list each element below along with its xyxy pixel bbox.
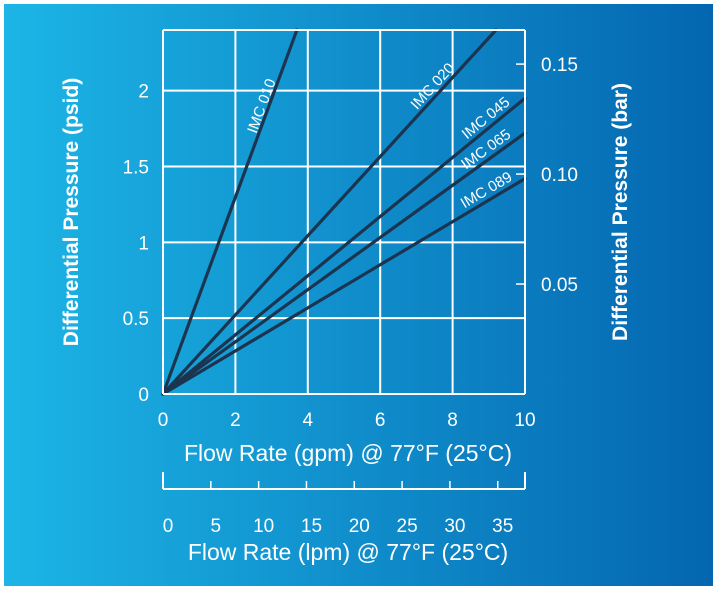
series-line — [161, 131, 527, 396]
grid-layer — [163, 30, 525, 394]
series-line — [161, 28, 498, 396]
y-axis-title: Differential Pressure (psid) — [60, 78, 83, 346]
y2-tick-label: 0.10 — [541, 165, 578, 186]
frame-layer — [162, 29, 526, 490]
x2-tick-label: 5 — [211, 516, 222, 537]
y-tick-label: 0.5 — [123, 309, 149, 330]
y-tick-label: 2 — [138, 82, 149, 103]
x-tick-label: 4 — [303, 410, 314, 431]
y2-tick-label: 0.05 — [541, 275, 578, 296]
series-line — [161, 28, 299, 396]
x-tick-label: 6 — [375, 410, 386, 431]
x-axis-title: Flow Rate (gpm) @ 77°F (25°C) — [184, 440, 512, 466]
x-tick-label: 10 — [514, 410, 535, 431]
series-line — [161, 96, 527, 396]
x-tick-label: 0 — [158, 410, 169, 431]
y-tick-label: 0 — [138, 385, 149, 406]
x2-tick-label: 10 — [253, 516, 274, 537]
x2-tick-label: 25 — [397, 516, 418, 537]
x2-tick-label: 30 — [444, 516, 465, 537]
x2-axis-title: Flow Rate (lpm) @ 77°F (25°C) — [188, 539, 508, 565]
series-layer — [161, 28, 527, 396]
x2-tick-label: 0 — [163, 516, 174, 537]
x-tick-label: 2 — [230, 410, 241, 431]
y2-tick-label: 0.15 — [541, 55, 578, 76]
series-line — [161, 177, 527, 396]
x2-tick-label: 15 — [301, 516, 322, 537]
x2-tick-label: 20 — [349, 516, 370, 537]
x-tick-label: 8 — [447, 410, 458, 431]
y-tick-label: 1 — [138, 233, 149, 254]
y2-axis-title: Differential Pressure (bar) — [609, 83, 632, 341]
y-tick-label: 1.5 — [123, 158, 149, 179]
x2-tick-label: 35 — [492, 516, 513, 537]
